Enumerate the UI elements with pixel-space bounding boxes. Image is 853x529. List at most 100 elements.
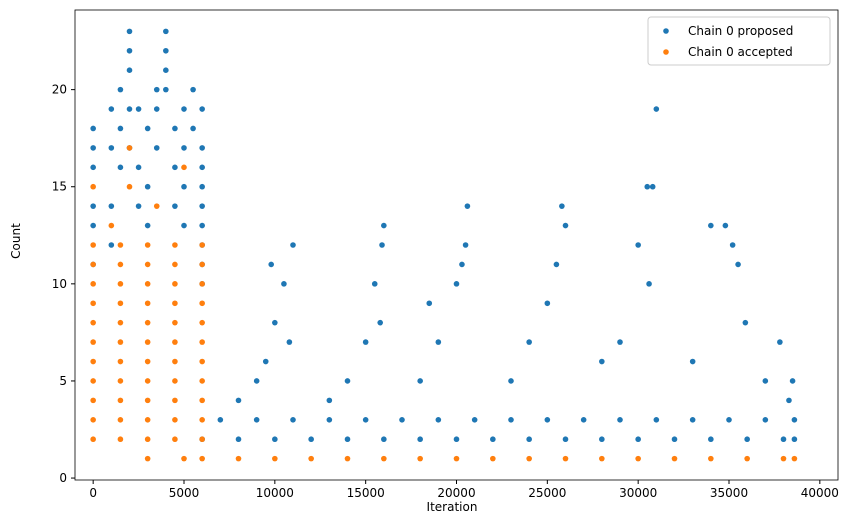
x-tick-label: 0 bbox=[89, 486, 97, 500]
point bbox=[471, 416, 478, 423]
point bbox=[544, 416, 551, 423]
point bbox=[126, 145, 133, 151]
point bbox=[172, 300, 178, 307]
point bbox=[90, 203, 96, 209]
point bbox=[653, 106, 660, 112]
point bbox=[108, 203, 115, 209]
point bbox=[117, 164, 124, 171]
point bbox=[126, 28, 133, 35]
point bbox=[117, 86, 124, 93]
point bbox=[671, 455, 678, 462]
point bbox=[172, 358, 178, 365]
point bbox=[281, 281, 287, 287]
point bbox=[108, 222, 115, 229]
point bbox=[708, 455, 714, 462]
point bbox=[464, 203, 471, 209]
point bbox=[786, 397, 792, 404]
point bbox=[117, 339, 124, 345]
point bbox=[381, 455, 387, 462]
point bbox=[199, 339, 205, 345]
point bbox=[272, 455, 278, 462]
point bbox=[426, 300, 433, 307]
point bbox=[253, 416, 260, 423]
point bbox=[344, 378, 351, 384]
point bbox=[344, 436, 351, 443]
y-tick-label: 15 bbox=[52, 180, 67, 194]
legend-marker bbox=[663, 28, 669, 34]
point bbox=[163, 28, 169, 35]
point bbox=[722, 222, 729, 229]
point bbox=[780, 455, 787, 462]
point bbox=[453, 281, 460, 287]
point bbox=[526, 455, 532, 462]
point bbox=[735, 261, 741, 268]
point bbox=[235, 397, 242, 404]
legend-label: Chain 0 accepted bbox=[688, 45, 793, 59]
point bbox=[90, 300, 96, 307]
point bbox=[90, 358, 96, 365]
point bbox=[559, 203, 565, 209]
point bbox=[90, 397, 96, 404]
point bbox=[117, 378, 124, 384]
point bbox=[708, 436, 714, 443]
point bbox=[181, 183, 187, 190]
point bbox=[144, 455, 151, 462]
legend bbox=[647, 16, 831, 66]
point bbox=[217, 416, 224, 423]
x-tick-label: 40000 bbox=[801, 486, 839, 500]
point bbox=[144, 358, 151, 365]
point bbox=[490, 436, 496, 443]
point bbox=[126, 106, 133, 112]
point bbox=[653, 416, 660, 423]
point bbox=[777, 339, 783, 345]
point bbox=[268, 261, 275, 268]
point bbox=[435, 339, 442, 345]
point bbox=[199, 106, 205, 112]
x-tick-label: 25000 bbox=[528, 486, 566, 500]
point bbox=[362, 339, 369, 345]
point bbox=[181, 455, 187, 462]
point bbox=[272, 319, 278, 326]
point bbox=[635, 242, 641, 248]
point bbox=[144, 222, 151, 229]
y-tick-label: 0 bbox=[59, 471, 67, 485]
point bbox=[377, 319, 384, 326]
point bbox=[671, 436, 678, 443]
point bbox=[459, 261, 465, 268]
point bbox=[286, 339, 293, 345]
point bbox=[163, 86, 169, 93]
point bbox=[562, 436, 569, 443]
point bbox=[90, 416, 96, 423]
point bbox=[199, 416, 205, 423]
point bbox=[135, 203, 142, 209]
point bbox=[580, 416, 587, 423]
legend-label: Chain 0 proposed bbox=[688, 24, 793, 38]
x-tick-label: 5000 bbox=[169, 486, 200, 500]
point bbox=[617, 416, 623, 423]
point bbox=[117, 397, 124, 404]
point bbox=[144, 300, 151, 307]
series-1 bbox=[90, 145, 798, 462]
point bbox=[689, 358, 696, 365]
point bbox=[599, 358, 605, 365]
point bbox=[544, 300, 551, 307]
point bbox=[108, 145, 115, 151]
point bbox=[144, 261, 151, 268]
point bbox=[144, 183, 151, 190]
point bbox=[135, 164, 142, 171]
y-axis-label: Count bbox=[9, 223, 23, 259]
point bbox=[253, 378, 260, 384]
point bbox=[108, 106, 115, 112]
point bbox=[90, 281, 96, 287]
point bbox=[762, 416, 769, 423]
point bbox=[144, 397, 151, 404]
point bbox=[417, 455, 423, 462]
point bbox=[126, 67, 133, 74]
point bbox=[362, 416, 369, 423]
axes-frame bbox=[74, 9, 839, 481]
point bbox=[172, 164, 178, 171]
point bbox=[153, 106, 160, 112]
point bbox=[163, 47, 169, 54]
